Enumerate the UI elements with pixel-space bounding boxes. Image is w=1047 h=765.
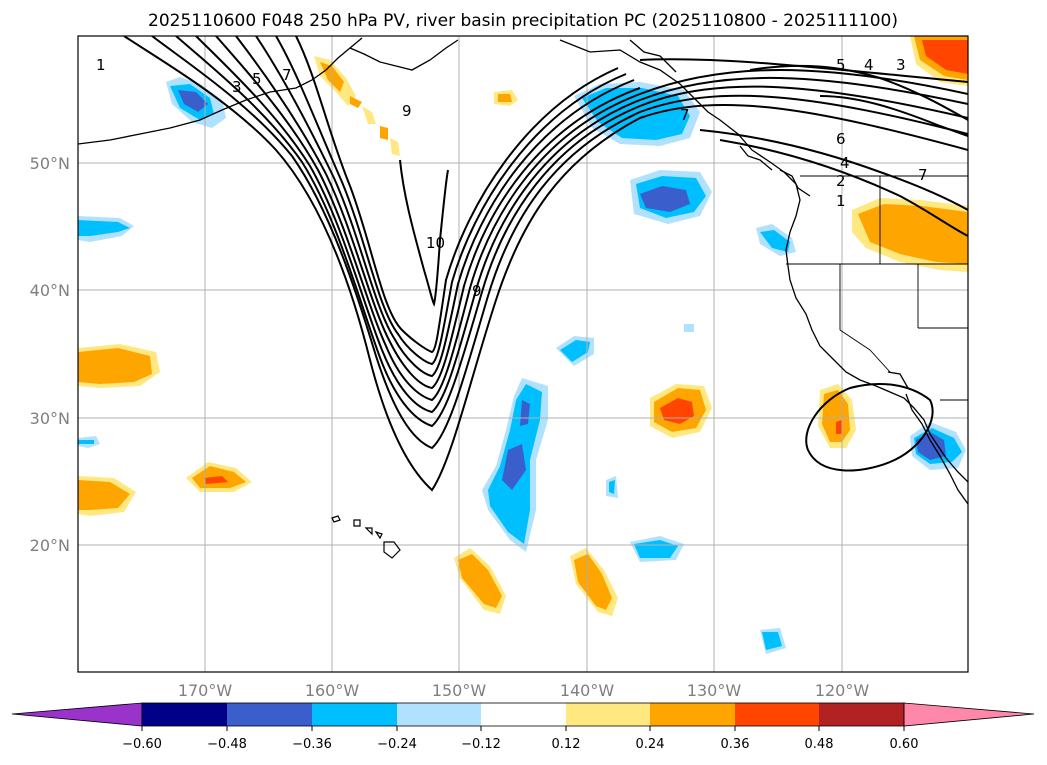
contour-label: 3: [232, 78, 242, 96]
map-frame: [77, 35, 969, 673]
lat-label: 30°N: [30, 409, 70, 428]
colorbar-tick: −0.24: [377, 737, 417, 752]
contour-label: 4: [840, 154, 850, 172]
contour-label: 9: [402, 102, 412, 120]
contour-label: 5: [836, 56, 846, 74]
contour-label: 3: [896, 56, 906, 74]
contour-label: 6: [836, 130, 846, 148]
lon-label: 150°W: [432, 681, 487, 700]
colorbar-segment: [819, 703, 904, 726]
lon-label: 170°W: [178, 681, 233, 700]
contour-label: 10: [426, 234, 445, 252]
graticule: [78, 36, 968, 672]
colorbar-tick: 0.60: [890, 737, 919, 752]
colorbar-tick: 0.36: [721, 737, 750, 752]
lon-label: 120°W: [815, 681, 870, 700]
contour-label: 5: [252, 70, 262, 88]
longitude-labels: 170°W 160°W 150°W 140°W 130°W 120°W: [178, 681, 870, 700]
contour-label: 4: [864, 56, 874, 74]
colorbar-segment: [735, 703, 819, 726]
lat-label: 50°N: [30, 154, 70, 173]
colorbar-segment: [312, 703, 397, 726]
lon-label: 160°W: [305, 681, 360, 700]
colorbar-segment: [227, 703, 312, 726]
colorbar-tick: 0.24: [636, 737, 665, 752]
contour-label: 1: [96, 56, 106, 74]
lat-label: 20°N: [30, 536, 70, 555]
lat-label: 40°N: [30, 281, 70, 300]
colorbar-segment: [566, 703, 650, 726]
latitude-labels: 50°N 40°N 30°N 20°N: [30, 154, 70, 555]
contour-label: 7: [282, 66, 292, 84]
coastlines: [78, 37, 968, 505]
colorbar-segment: [397, 703, 481, 726]
hawaii-islands: [331, 515, 401, 559]
colorbar-tick: 0.12: [552, 737, 581, 752]
lon-label: 130°W: [687, 681, 742, 700]
lon-label: 140°W: [560, 681, 615, 700]
colorbar-segment: [142, 703, 227, 726]
colorbar-tick: 0.48: [805, 737, 834, 752]
colorbar-extend-high: [903, 702, 1035, 727]
contour-label: 2: [836, 172, 846, 190]
contour-label: 7: [680, 106, 690, 124]
colorbar-segment: [650, 703, 735, 726]
map-panel: 1 3 5 7 9 10 9 7 6 4 2 1 5 4 3 7: [78, 36, 968, 672]
contour-labels: 1 3 5 7 9 10 9 7 6 4 2 1 5 4 3 7: [96, 56, 928, 300]
contour-label: 1: [836, 192, 846, 210]
colorbar-extend-low: [11, 702, 143, 727]
figure-title: 2025110600 F048 250 hPa PV, river basin …: [148, 11, 898, 31]
contour-label: 9: [472, 282, 482, 300]
colorbar-tick: −0.60: [122, 737, 162, 752]
colorbar-tick: −0.36: [292, 737, 332, 752]
colorbar: −0.60 −0.48 −0.36 −0.24 −0.12 0.12 0.24 …: [11, 702, 1035, 752]
pv-contours: [123, 36, 968, 492]
borders: [786, 175, 968, 401]
colorbar-segment: [481, 703, 566, 726]
contour-label: 7: [918, 166, 928, 184]
colorbar-tick: −0.12: [461, 737, 501, 752]
colorbar-tick: −0.48: [207, 737, 247, 752]
